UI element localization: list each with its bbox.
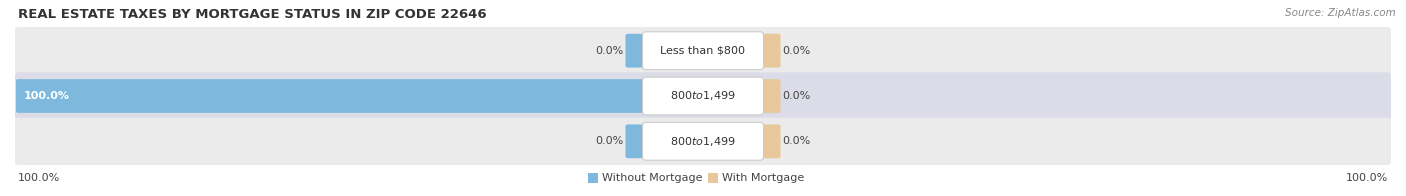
Bar	[709, 173, 718, 183]
Text: With Mortgage: With Mortgage	[723, 173, 804, 183]
FancyBboxPatch shape	[15, 118, 1391, 165]
FancyBboxPatch shape	[758, 34, 780, 68]
Text: 0.0%: 0.0%	[783, 46, 811, 56]
FancyBboxPatch shape	[626, 34, 648, 68]
Text: 0.0%: 0.0%	[595, 46, 623, 56]
Text: Source: ZipAtlas.com: Source: ZipAtlas.com	[1285, 8, 1396, 18]
FancyBboxPatch shape	[15, 27, 1391, 74]
Text: 0.0%: 0.0%	[783, 136, 811, 146]
Bar	[588, 173, 598, 183]
Text: 0.0%: 0.0%	[783, 91, 811, 101]
FancyBboxPatch shape	[15, 79, 648, 113]
Text: $800 to $1,499: $800 to $1,499	[671, 90, 735, 103]
Text: $800 to $1,499: $800 to $1,499	[671, 135, 735, 148]
Text: REAL ESTATE TAXES BY MORTGAGE STATUS IN ZIP CODE 22646: REAL ESTATE TAXES BY MORTGAGE STATUS IN …	[18, 8, 486, 21]
FancyBboxPatch shape	[643, 32, 763, 70]
Text: 100.0%: 100.0%	[24, 91, 70, 101]
FancyBboxPatch shape	[758, 124, 780, 158]
FancyBboxPatch shape	[15, 72, 1391, 120]
Text: 0.0%: 0.0%	[595, 136, 623, 146]
Text: Less than $800: Less than $800	[661, 46, 745, 56]
FancyBboxPatch shape	[643, 77, 763, 115]
Text: 100.0%: 100.0%	[1346, 173, 1388, 183]
Text: 100.0%: 100.0%	[18, 173, 60, 183]
FancyBboxPatch shape	[758, 79, 780, 113]
FancyBboxPatch shape	[626, 124, 648, 158]
Text: Without Mortgage: Without Mortgage	[602, 173, 703, 183]
FancyBboxPatch shape	[643, 122, 763, 160]
